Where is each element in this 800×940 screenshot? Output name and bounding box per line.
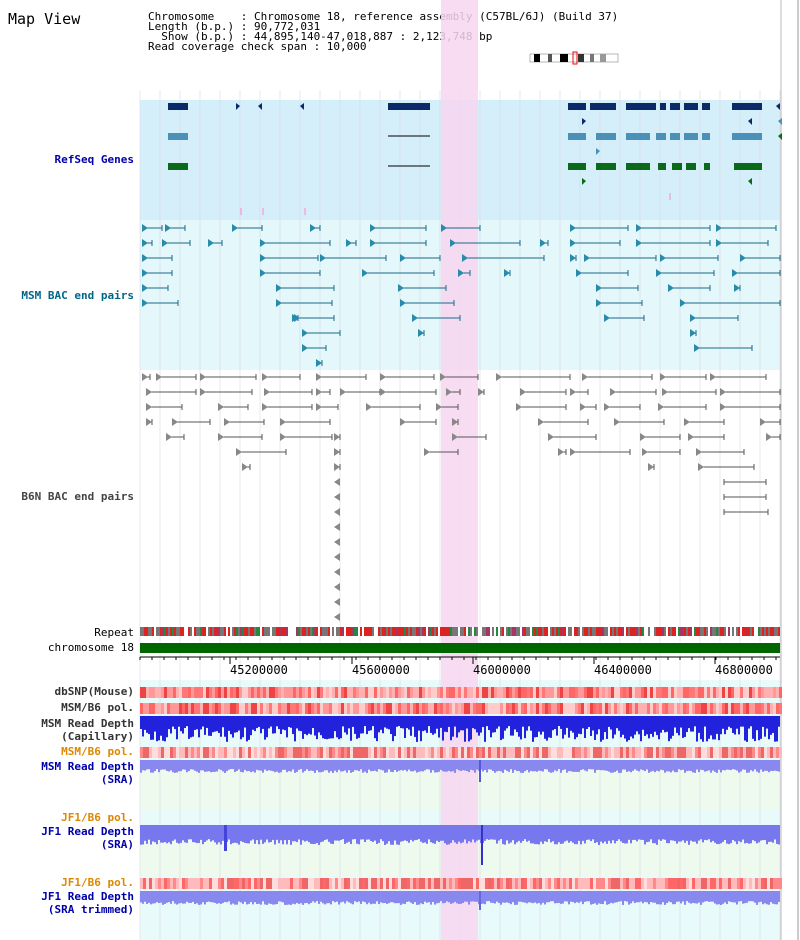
msm-b6-pol-label[interactable]: MSM/B6 pol.	[61, 701, 134, 714]
vertical-grid	[139, 90, 781, 940]
chromosome-ideogram[interactable]	[529, 51, 619, 65]
jf1-depth-sra-track[interactable]	[140, 825, 780, 865]
jf1-b6-pol-track[interactable]	[140, 878, 782, 889]
jf1-depth-trimmed-track[interactable]	[140, 891, 780, 910]
msm-depth-sra-label[interactable]: MSM Read Depth	[41, 760, 134, 773]
tick-label: 46000000	[473, 663, 531, 677]
highlight-region[interactable]	[441, 0, 478, 940]
dbsnp-label[interactable]: dbSNP(Mouse)	[54, 685, 134, 698]
refseq-genes[interactable]	[168, 103, 782, 215]
jf1-depth-trimmed-sublabel: (SRA trimmed)	[47, 903, 134, 916]
jf1-depth-sra-sublabel: (SRA)	[100, 838, 134, 851]
jf1-depth-trimmed-label[interactable]: JF1 Read Depth	[41, 890, 134, 903]
page-title: Map View	[8, 10, 81, 28]
jf1-depth-sra-label[interactable]: JF1 Read Depth	[41, 825, 134, 838]
position-axis: 45200000 45600000 46000000 46400000 4680…	[139, 656, 780, 677]
tick-label: 45200000	[230, 663, 288, 677]
msm-b6-pol-track-2[interactable]	[140, 747, 782, 758]
msm-depth-capillary-track[interactable]	[140, 716, 780, 742]
jf1-b6-pol-label[interactable]: JF1/B6 pol.	[61, 811, 134, 824]
b6n-bac-end-pairs[interactable]	[142, 373, 781, 621]
tick-label: 46800000	[715, 663, 773, 677]
msm-b6-pol-track[interactable]	[140, 703, 782, 714]
msm-depth-sra-sublabel: (SRA)	[100, 773, 134, 786]
jf1-b6-pol-label-2[interactable]: JF1/B6 pol.	[61, 876, 134, 889]
length-info: Length (b.p.) : 90,772,031	[148, 20, 321, 33]
coverage-span-info: Read coverage check span : 10,000	[148, 40, 367, 53]
msm-depth-capillary-label[interactable]: MSM Read Depth	[41, 717, 134, 730]
tick-label: 45600000	[352, 663, 410, 677]
chromosome-bar[interactable]	[140, 643, 780, 653]
msm-bac-end-pairs[interactable]	[142, 224, 781, 367]
tick-label: 46400000	[594, 663, 652, 677]
msm-bac-label[interactable]: MSM BAC end pairs	[21, 289, 134, 302]
msm-b6-pol-label-2[interactable]: MSM/B6 pol.	[61, 745, 134, 758]
refseq-genes-label[interactable]: RefSeq Genes	[54, 153, 134, 166]
dbsnp-track[interactable]	[140, 687, 782, 698]
chromosome-label: chromosome 18	[47, 641, 134, 654]
repeat-label: Repeat	[94, 626, 134, 639]
b6n-bac-label[interactable]: B6N BAC end pairs	[21, 490, 134, 503]
msm-depth-sra-track[interactable]	[140, 760, 780, 782]
repeat-track[interactable]	[140, 627, 780, 636]
msm-depth-capillary-sublabel: (Capillary)	[61, 730, 134, 743]
